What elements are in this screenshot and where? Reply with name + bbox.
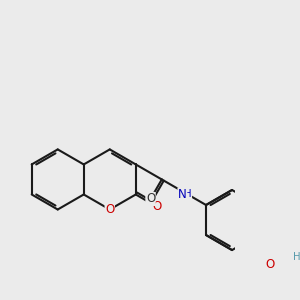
Text: O: O [105,203,114,216]
Text: O: O [152,200,162,213]
Text: H: H [292,252,300,262]
Text: O: O [146,193,155,206]
Text: O: O [265,258,274,271]
Text: H: H [184,190,192,200]
Text: N: N [178,188,187,201]
